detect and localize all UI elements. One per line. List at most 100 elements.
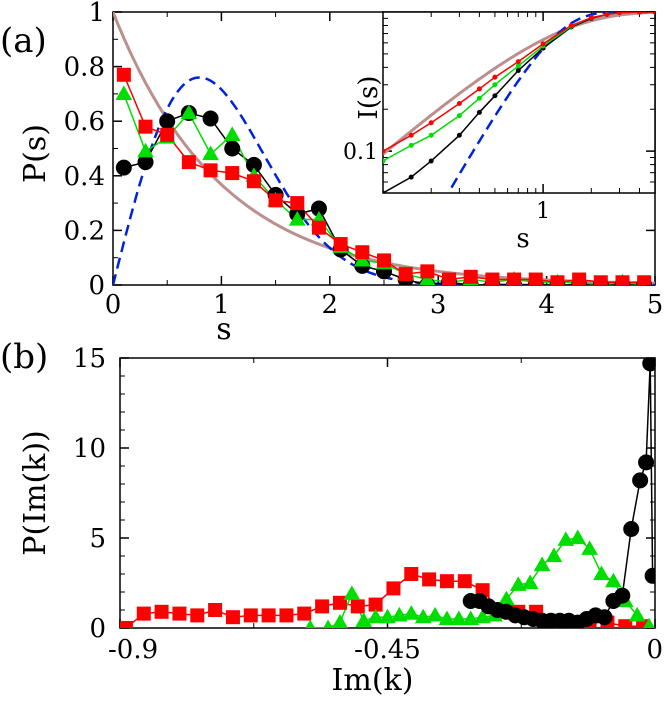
inset-point-black <box>515 67 521 73</box>
point-green-triangles <box>391 606 408 622</box>
x-tick-label: -0.45 <box>354 635 421 665</box>
point-green-triangles <box>581 540 598 555</box>
inset-point-black <box>383 190 386 193</box>
x-axis-label: s <box>216 312 231 347</box>
point-red-squares <box>386 581 401 596</box>
point-red-squares <box>420 264 435 279</box>
point-green-triangles <box>115 85 133 101</box>
point-red-squares <box>333 237 348 252</box>
point-red-squares <box>572 272 587 285</box>
inset-point-red <box>515 59 521 65</box>
point-red-squares <box>463 269 478 284</box>
point-red-squares <box>550 275 565 285</box>
y-tick-label: 0.6 <box>64 107 105 137</box>
point-green-triangles <box>379 608 396 624</box>
point-green-triangles <box>545 547 563 563</box>
point-red-squares <box>350 599 365 614</box>
point-red-squares <box>332 595 347 610</box>
point-green-triangles <box>353 251 371 267</box>
x-tick-label: 5 <box>647 290 664 320</box>
x-tick-label: 0 <box>105 290 122 320</box>
point-green-triangles <box>462 610 480 626</box>
point-red-squares <box>181 155 196 170</box>
x-tick-label: -0.9 <box>108 635 158 665</box>
y-axis-label: P(s) <box>18 124 53 183</box>
inset-curve-wigner-cumulative <box>446 12 655 193</box>
point-green-triangles <box>305 619 316 628</box>
inset-point-green <box>456 113 462 119</box>
inset-point-red <box>636 12 642 15</box>
point-green-triangles <box>367 608 384 624</box>
point-red-squares <box>593 275 608 285</box>
inset-plot-area <box>383 12 655 193</box>
inset-point-red <box>476 86 482 92</box>
point-red-squares <box>203 163 218 178</box>
point-red-squares <box>439 574 454 589</box>
point-green-triangles <box>332 614 348 628</box>
point-red-squares <box>268 193 283 208</box>
inset-point-red <box>383 148 386 154</box>
point-red-squares <box>637 275 652 285</box>
point-red-squares <box>315 599 330 614</box>
point-black-circles <box>202 110 219 127</box>
point-green-triangles <box>343 585 361 600</box>
point-black-circles <box>632 472 649 489</box>
line-black-circles <box>470 363 654 624</box>
point-green-triangles <box>202 145 219 161</box>
point-red-squares <box>225 610 240 625</box>
inset-point-red <box>568 22 574 28</box>
y-tick-label: 0.8 <box>64 53 105 83</box>
point-green-triangles <box>414 608 432 624</box>
point-black-circles <box>224 140 241 157</box>
inset-y-axis-label: I(s) <box>354 76 384 120</box>
point-red-squares <box>377 253 391 268</box>
panel-a-plot-area <box>113 12 655 285</box>
inset-point-black <box>408 174 414 180</box>
point-black-circles <box>642 358 655 372</box>
inset-point-green <box>515 63 521 69</box>
point-red-squares <box>243 608 258 623</box>
point-red-squares <box>404 567 419 581</box>
inset-point-red <box>540 41 546 47</box>
inset-x-axis-label: s <box>516 224 529 254</box>
inset-point-green <box>476 95 482 101</box>
inset-point-red <box>408 132 414 138</box>
y-tick-label: 5 <box>89 524 106 554</box>
y-tick-label: 1 <box>88 0 105 28</box>
point-green-triangles <box>450 610 468 626</box>
point-red-squares <box>507 272 522 285</box>
panel-b: -0.9 -0.45 0 0 5 10 15 (b) Im(k) P(Im(k)) <box>0 337 663 698</box>
y-tick-label: 0.2 <box>64 216 105 246</box>
point-green-triangles <box>137 142 154 158</box>
y-axis-label: P(Im(k)) <box>18 430 53 555</box>
x-tick-label: 1 <box>213 290 230 320</box>
x-tick-label: 0 <box>646 635 663 665</box>
point-red-squares <box>355 245 370 260</box>
inset-point-red <box>428 120 434 126</box>
point-red-squares <box>457 574 472 589</box>
point-red-squares <box>442 272 457 285</box>
point-green-triangles <box>438 610 456 626</box>
point-green-triangles <box>643 617 655 628</box>
point-green-triangles <box>474 608 491 624</box>
x-tick-label: 2 <box>322 290 339 320</box>
inset-point-black <box>492 93 498 99</box>
point-red-squares <box>246 174 261 189</box>
point-red-squares <box>485 272 500 285</box>
inset-point-red <box>588 15 594 21</box>
panel-label-b: (b) <box>0 337 48 377</box>
inset-curve-poisson-cumulative <box>383 12 655 156</box>
panel-a: 0 1 2 3 4 5 0 0.2 0.4 0.6 0.8 1 (a) s P(s) 1 0.1 s I(s) <box>0 0 663 347</box>
point-red-squares <box>311 220 326 235</box>
point-red-squares <box>225 166 240 181</box>
point-red-squares <box>136 606 151 621</box>
inset-point-green <box>383 158 386 164</box>
inset-point-black <box>476 109 482 115</box>
point-red-squares <box>398 267 413 282</box>
point-green-triangles <box>533 556 551 572</box>
point-red-squares <box>422 572 437 587</box>
inset-point-red <box>492 74 498 80</box>
point-black-circles <box>614 587 631 604</box>
inset-point-red <box>616 12 622 16</box>
point-red-squares <box>261 608 276 623</box>
